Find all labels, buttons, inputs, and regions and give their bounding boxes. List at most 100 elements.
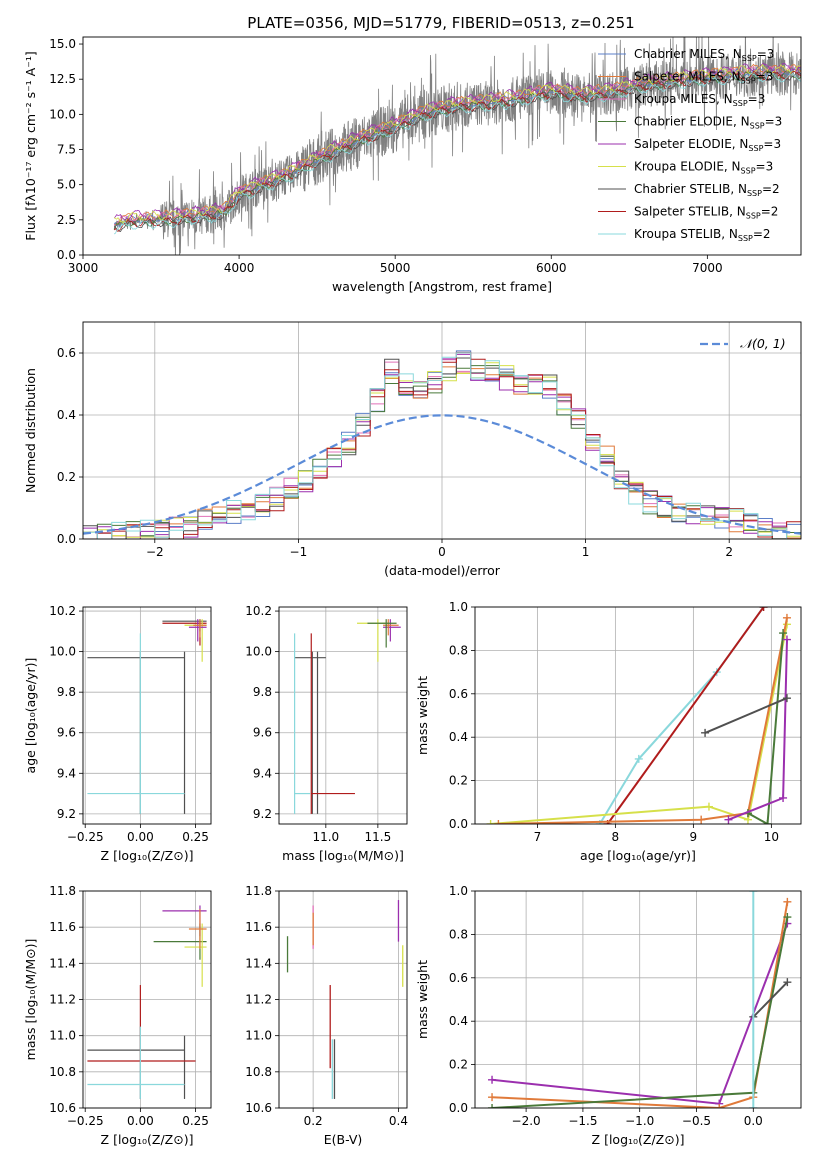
y-tick-label: 1.0 xyxy=(449,884,468,898)
x-axis-label: mass [log₁₀(M/M⊙)] xyxy=(282,848,404,863)
series-marker xyxy=(715,1104,724,1108)
spectrum-panel: 3000 4000 5000 6000 7000 0.0 2.5 5.0 7.5 10.0 12.5… xyxy=(23,36,802,294)
y-tick-label: 0.6 xyxy=(449,971,468,985)
legend-text: Salpeter STELIB, N xyxy=(634,205,746,219)
residual-histogram-panel: −2 −1 0 1 2 0.0 0.2 0.4 0.6 (data-model)/error Nor… xyxy=(23,321,802,578)
legend-subscript: SSP xyxy=(747,189,762,198)
series-marker xyxy=(494,820,503,824)
legend-subscript: SSP xyxy=(750,122,765,131)
legend-text-end: =3 xyxy=(748,92,766,106)
observed-spectrum xyxy=(113,37,801,255)
x-tick-label: 0.00 xyxy=(127,1114,154,1128)
plot-area xyxy=(113,37,801,255)
legend-text: Kroupa STELIB, N xyxy=(634,227,738,241)
legend-text-end: =3 xyxy=(765,115,783,129)
legend-entry: Salpeter MILES, NSSP=3 xyxy=(634,70,773,86)
plot-area xyxy=(286,900,404,1099)
x-tick-label: −2 xyxy=(146,545,164,559)
y-tick-label: 0.4 xyxy=(57,408,76,422)
y-tick-label: 0.8 xyxy=(449,643,468,657)
series-marker xyxy=(634,754,643,763)
series-marker xyxy=(763,820,772,824)
y-tick-label: 2.5 xyxy=(57,213,76,227)
legend-text: Chabrier STELIB, N xyxy=(634,182,747,196)
x-tick-label: 10 xyxy=(764,830,779,844)
series-marker xyxy=(783,897,792,906)
y-tick-label: 0.4 xyxy=(449,1014,468,1028)
age-vs-mass-panel: 11.0 11.5 9.2 9.4 9.6 9.8 10.0 10.2 mass [log₁₀(… xyxy=(245,604,408,863)
y-tick-label: 11.6 xyxy=(245,920,272,934)
y-tick-label: 11.2 xyxy=(245,993,272,1007)
legend-entry: Chabrier MILES, NSSP=3 xyxy=(634,47,774,63)
x-tick-label: 0.0 xyxy=(744,1114,763,1128)
mass-vs-metallicity-panel: −0.25 0.00 0.25 10.6 10.8 11.0 11.2 11.4 11.6 11.… xyxy=(23,884,212,1147)
axes-frame xyxy=(474,890,802,1109)
legend-entry: 𝒩(0, 1) xyxy=(740,336,786,351)
y-tick-label: 0.2 xyxy=(449,1058,468,1072)
y-tick-label: 0.6 xyxy=(449,687,468,701)
x-tick-label: 5000 xyxy=(380,261,411,275)
y-tick-label: 11.0 xyxy=(49,1029,76,1043)
y-tick-label: 0.0 xyxy=(449,817,468,831)
y-tick-label: 9.8 xyxy=(253,685,272,699)
legend-entry: Salpeter ELODIE, NSSP=3 xyxy=(634,137,781,153)
axes-frame xyxy=(82,606,212,825)
series-marker xyxy=(779,793,788,802)
y-tick-label: 11.0 xyxy=(245,1029,272,1043)
x-tick-label: −2.0 xyxy=(512,1114,541,1128)
axes-frame xyxy=(474,606,802,825)
y-axis-label: Flux [fλ10⁻¹⁷ erg cm⁻² s⁻¹ A⁻¹] xyxy=(23,51,38,240)
axes-frame xyxy=(278,606,408,825)
legend-text: Salpeter ELODIE, N xyxy=(634,137,748,151)
mass-vs-ebv-panel: 0.2 0.4 10.6 10.8 11.0 11.2 11.4 11.6 11.8 E(B-V) xyxy=(245,884,408,1147)
y-tick-label: 9.6 xyxy=(57,726,76,740)
y-tick-label: 10.2 xyxy=(245,604,272,618)
x-tick-label: −1 xyxy=(290,545,308,559)
x-tick-label: −0.25 xyxy=(67,1114,104,1128)
y-tick-label: 0.8 xyxy=(449,927,468,941)
x-tick-label: 6000 xyxy=(536,261,567,275)
x-tick-label: −1.5 xyxy=(568,1114,597,1128)
y-tick-label: 0.0 xyxy=(57,248,76,262)
massweight-vs-metallicity-panel: −2.0 −1.5 −1.0 −0.5 0.0 0.0 0.2 0.4 0.6 0.8 1.0 Z [… xyxy=(415,884,802,1147)
y-axis-label: Normed distribution xyxy=(23,368,38,493)
normal-reference-curve xyxy=(83,414,801,535)
series-line xyxy=(747,632,785,824)
x-tick-label: 0.25 xyxy=(182,830,209,844)
y-tick-label: 11.4 xyxy=(245,956,272,970)
y-axis-label: mass [log₁₀(M/M⊙)] xyxy=(23,939,38,1061)
x-tick-label: 8 xyxy=(612,830,620,844)
x-tick-label: 0.00 xyxy=(127,830,154,844)
legend-entry: Kroupa ELODIE, NSSP=3 xyxy=(634,160,773,176)
x-tick-label: 7000 xyxy=(692,261,723,275)
x-axis-label: age [log₁₀(age/yr)] xyxy=(580,848,696,863)
y-tick-label: 1.0 xyxy=(449,600,468,614)
y-tick-label: 12.5 xyxy=(49,72,76,86)
axes-frame xyxy=(82,321,802,540)
plot-area xyxy=(486,607,791,824)
y-tick-label: 0.0 xyxy=(449,1101,468,1115)
y-tick-label: 0.6 xyxy=(57,346,76,360)
legend-subscript: SSP xyxy=(738,234,753,243)
y-tick-label: 10.0 xyxy=(245,645,272,659)
y-tick-label: 11.2 xyxy=(49,993,76,1007)
y-axis-label: mass weight xyxy=(415,676,430,755)
y-tick-label: 9.2 xyxy=(253,807,272,821)
series-marker xyxy=(749,1104,758,1108)
x-tick-label: 11.5 xyxy=(365,830,392,844)
series-marker xyxy=(782,694,791,703)
legend-entry: Chabrier ELODIE, NSSP=3 xyxy=(634,115,782,131)
legend-text: Kroupa MILES, N xyxy=(634,92,733,106)
y-tick-label: 10.2 xyxy=(49,604,76,618)
series-marker xyxy=(783,913,792,922)
y-tick-label: 0.4 xyxy=(449,730,468,744)
x-tick-label: −0.5 xyxy=(682,1114,711,1128)
y-tick-label: 10.0 xyxy=(49,645,76,659)
y-tick-label: 0.0 xyxy=(57,532,76,546)
series-marker xyxy=(488,1093,497,1102)
x-tick-label: −1.0 xyxy=(625,1114,654,1128)
series-marker xyxy=(488,1075,497,1084)
y-tick-label: 11.8 xyxy=(49,884,76,898)
y-tick-label: 9.4 xyxy=(253,766,272,780)
y-tick-label: 10.6 xyxy=(49,1101,76,1115)
